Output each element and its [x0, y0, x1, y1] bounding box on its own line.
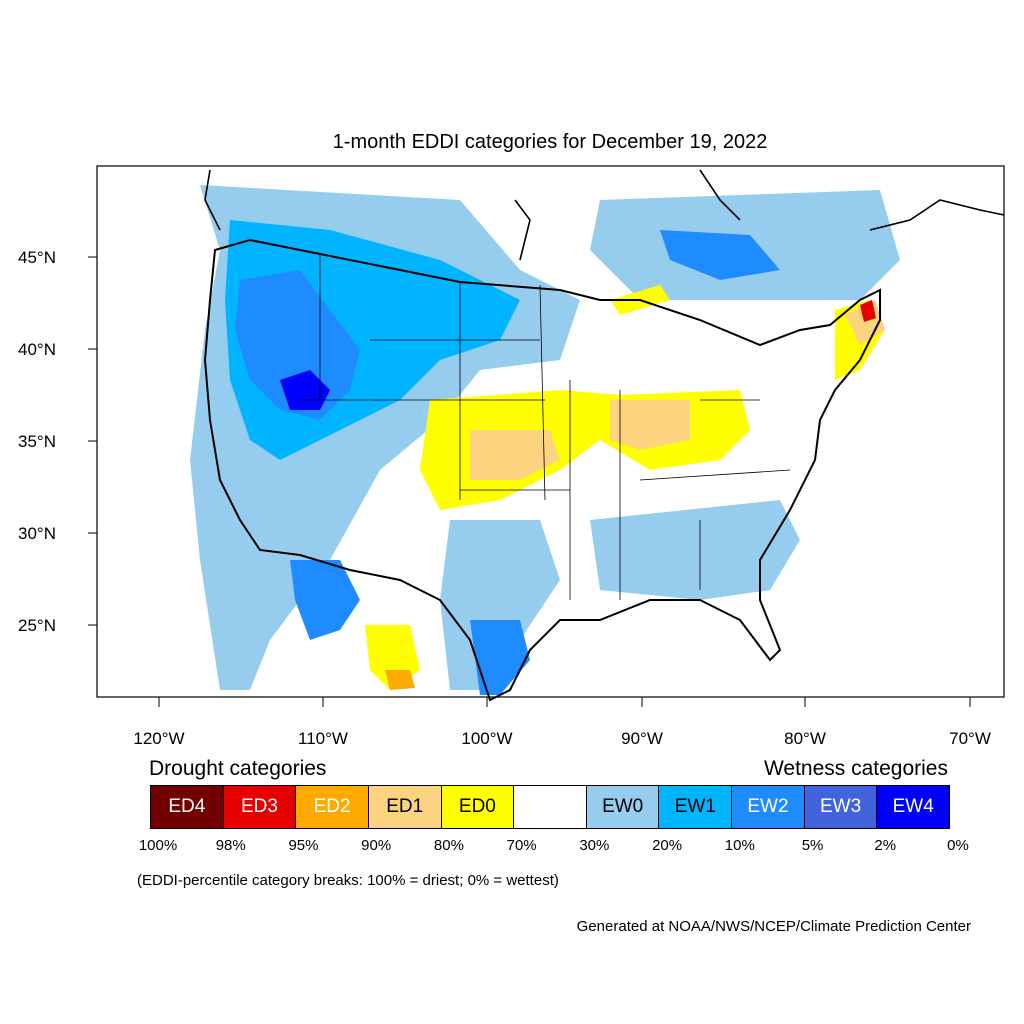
percentile-label: 98%	[215, 837, 246, 854]
percentile-label: 100%	[138, 837, 178, 854]
drought-categories-heading: Drought categories	[149, 757, 327, 780]
lon-label-80: 80°W	[784, 729, 826, 748]
patch-ed3-maine	[860, 300, 876, 322]
percentile-label: 10%	[724, 837, 755, 854]
lat-label-40: 40°N	[18, 340, 56, 359]
legend-cell-ed3: ED3	[223, 786, 297, 828]
legend-cell-ew4: EW4	[877, 786, 950, 828]
patch-ew1-southwest	[290, 560, 360, 640]
us-outline	[203, 238, 881, 702]
lon-label-90: 90°W	[621, 729, 663, 748]
category-patches	[190, 185, 900, 695]
patch-ed1-newengland	[845, 300, 885, 345]
patch-ew0-southeast	[590, 500, 800, 600]
legend-cell-ew2: EW2	[732, 786, 805, 828]
lon-label-120: 120°W	[133, 729, 185, 748]
lon-label-100: 100°W	[461, 729, 513, 748]
percentile-label: 0%	[947, 837, 969, 854]
patch-ew0-south	[440, 520, 560, 690]
patch-ew2-northeast	[660, 230, 780, 280]
legend-cell-ed1: ED1	[368, 786, 442, 828]
legend-cell-ew1: EW1	[659, 786, 733, 828]
lat-label-25: 25°N	[18, 616, 56, 635]
lon-label-70: 70°W	[949, 729, 991, 748]
state-lines	[300, 255, 791, 600]
legend-cell-ew0: EW0	[586, 786, 660, 828]
legend-cell-ed2: ED2	[296, 786, 369, 828]
category-breaks-note: (EDDI-percentile category breaks: 100% =…	[137, 872, 559, 889]
patch-ew1-texas	[470, 620, 530, 695]
patch-ed1-kansas	[470, 430, 560, 480]
percentile-label: 80%	[433, 837, 464, 854]
canada-coast	[204, 169, 1005, 261]
wetness-categories-heading: Wetness categories	[763, 757, 948, 780]
legend-color-bar: ED4 ED3 ED2 ED1 ED0 EW0 EW1 EW2 EW3 EW4	[150, 785, 950, 829]
percentile-label: 5%	[801, 837, 824, 854]
legend-cell-ed0: ED0	[441, 786, 515, 828]
lon-label-110: 110°W	[298, 729, 348, 748]
legend-cell-ed4: ED4	[151, 786, 224, 828]
axis-ticks	[88, 256, 971, 707]
lat-label-30: 30°N	[18, 524, 56, 543]
percentile-label: 90%	[361, 837, 392, 854]
lat-label-45: 45°N	[18, 248, 56, 267]
page-title: 1-month EDDI categories for December 19,…	[332, 131, 768, 153]
percentile-label: 70%	[506, 837, 537, 854]
patch-ed1-illinois	[610, 400, 690, 450]
lat-label-35: 35°N	[18, 432, 56, 451]
patch-ew2-northwest	[235, 270, 360, 420]
legend-cell-neutral	[514, 786, 587, 828]
boundary-lines	[203, 169, 1005, 702]
legend-cell-ew3: EW3	[804, 786, 878, 828]
percentile-label: 20%	[652, 837, 683, 854]
percentile-label: 95%	[288, 837, 319, 854]
percentile-label: 2%	[874, 837, 897, 854]
patch-ed2-mexico	[385, 670, 415, 690]
credit-line: Generated at NOAA/NWS/NCEP/Climate Predi…	[576, 918, 971, 935]
percentile-label: 30%	[579, 837, 610, 854]
